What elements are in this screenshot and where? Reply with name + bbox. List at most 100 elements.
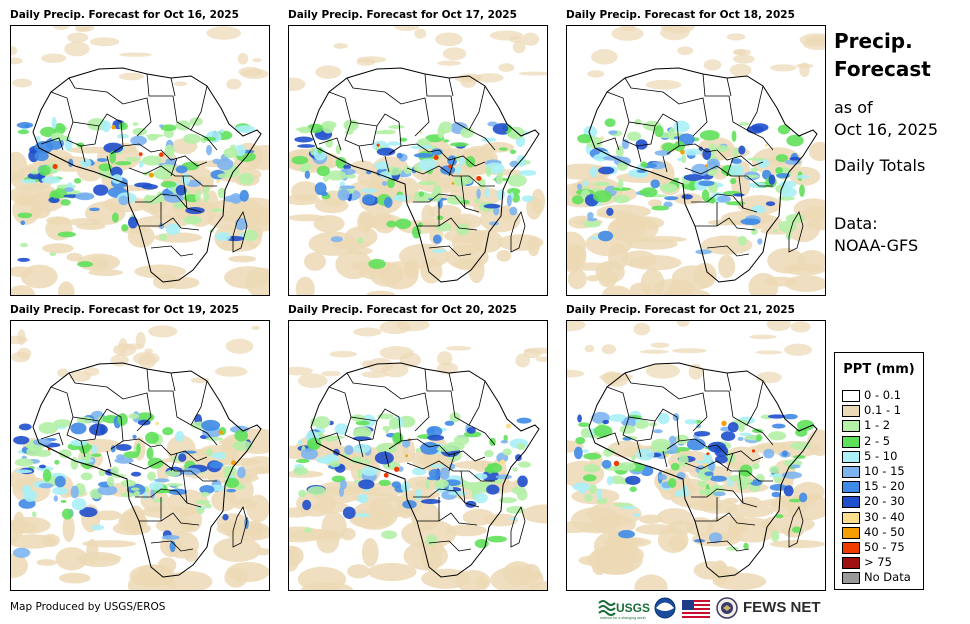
- rainfall-area-light: [29, 203, 51, 219]
- rainfall-area: [608, 130, 618, 135]
- precip-map-canvas: [11, 325, 269, 590]
- rainfall-area-light: [64, 41, 90, 57]
- rainfall-area: [672, 413, 680, 422]
- rainfall-area-light: [515, 353, 530, 368]
- legend-label: 0 - 0.1: [864, 388, 902, 402]
- rainfall-area: [796, 174, 810, 179]
- rainfall-area-heavy: [376, 143, 380, 147]
- rainfall-area-light: [295, 276, 315, 295]
- rainfall-area: [306, 437, 322, 450]
- rainfall-area: [456, 223, 470, 236]
- country-border: [400, 143, 486, 167]
- rainfall-area: [297, 144, 316, 148]
- country-border: [135, 193, 202, 213]
- rainfall-area-light: [41, 53, 67, 63]
- legend-swatch: [842, 420, 860, 433]
- rainfall-area: [717, 195, 731, 203]
- rainfall-area-light: [396, 321, 430, 332]
- rainfall-area: [234, 429, 249, 442]
- forecast-panel: Daily Precip. Forecast for Oct 16, 2025: [10, 9, 270, 297]
- rainfall-area-light: [769, 539, 825, 549]
- rainfall-area: [697, 480, 707, 488]
- rainfall-area-light: [252, 57, 262, 63]
- rainfall-area: [149, 481, 164, 491]
- rainfall-area: [691, 163, 709, 177]
- country-border: [606, 386, 680, 450]
- rainfall-area: [91, 453, 102, 458]
- rainfall-area-light: [414, 28, 427, 39]
- rainfall-area: [418, 158, 437, 172]
- country-border: [346, 77, 430, 137]
- forecast-panel: Daily Precip. Forecast for Oct 17, 2025: [288, 9, 548, 297]
- rainfall-area: [460, 127, 475, 138]
- rainfall-area: [503, 434, 508, 442]
- country-border: [624, 372, 708, 432]
- rainfall-area: [222, 513, 229, 521]
- rainfall-area-light: [671, 265, 714, 291]
- data-source: NOAA-GFS: [834, 236, 919, 255]
- rainfall-area-light: [611, 26, 644, 41]
- rainfall-area: [681, 194, 693, 200]
- rainfall-area: [571, 195, 584, 205]
- rainfall-area-light: [640, 268, 665, 295]
- rainfall-area: [42, 469, 52, 482]
- rainfall-area: [357, 469, 362, 479]
- country-border: [695, 217, 756, 231]
- legend-label: 1 - 2: [864, 418, 891, 433]
- rainfall-area-heavy: [505, 423, 512, 429]
- rainfall-area: [357, 493, 369, 504]
- rainfall-area: [617, 178, 624, 190]
- rainfall-area: [358, 479, 375, 490]
- rainfall-area-light: [799, 33, 825, 47]
- rainfall-area: [427, 434, 445, 441]
- rainfall-area: [339, 486, 345, 498]
- usgs-tagline: science for a changing world: [600, 616, 646, 620]
- rainfall-area: [516, 443, 526, 451]
- rainfall-area-light: [11, 183, 60, 207]
- rainfall-area: [704, 471, 714, 476]
- country-border: [624, 77, 708, 137]
- rainfall-area: [640, 161, 648, 168]
- rainfall-area: [584, 494, 593, 502]
- rainfall-area: [302, 499, 312, 511]
- rainfall-area: [651, 205, 670, 211]
- country-border: [702, 368, 748, 426]
- rainfall-area: [344, 119, 358, 130]
- rainfall-area-light: [703, 59, 722, 71]
- rainfall-area: [301, 163, 312, 171]
- legend-title: PPT (mm): [843, 362, 915, 377]
- legend-label: 10 - 15: [864, 464, 905, 478]
- madagascar-outline: [232, 506, 248, 548]
- rainfall-area: [583, 452, 602, 460]
- usgs-logo: USGS science for a changing world: [598, 600, 650, 620]
- panel-title: Daily Precip. Forecast for Oct 21, 2025: [566, 304, 795, 316]
- rainfall-area: [729, 178, 737, 185]
- rainfall-area: [577, 134, 592, 144]
- rainfall-area: [204, 503, 212, 509]
- rainfall-area-light: [522, 563, 541, 583]
- rainfall-area: [115, 444, 132, 451]
- rainfall-area-light: [629, 255, 682, 271]
- rainfall-area: [165, 223, 181, 236]
- rainfall-area: [446, 195, 464, 205]
- rainfall-area-light: [379, 346, 414, 360]
- rainfall-area: [689, 182, 696, 192]
- rainfall-area: [17, 212, 33, 219]
- rainfall-area-light: [347, 564, 370, 579]
- rainfall-area-heavy: [405, 454, 409, 458]
- rainfall-area: [771, 491, 781, 498]
- rainfall-area: [578, 422, 590, 428]
- rainfall-area: [710, 475, 727, 482]
- rainfall-area: [50, 132, 65, 141]
- rainfall-area: [601, 459, 612, 469]
- rainfall-area: [125, 156, 140, 162]
- rainfall-area: [699, 130, 720, 141]
- rainfall-area: [165, 483, 184, 487]
- rainfall-area: [476, 188, 481, 199]
- precip-map-canvas: [11, 26, 269, 295]
- rainfall-area: [519, 169, 537, 176]
- rainfall-area: [374, 451, 394, 465]
- rainfall-area-light: [256, 547, 269, 556]
- rainfall-area-light: [207, 210, 261, 231]
- country-border: [695, 512, 756, 526]
